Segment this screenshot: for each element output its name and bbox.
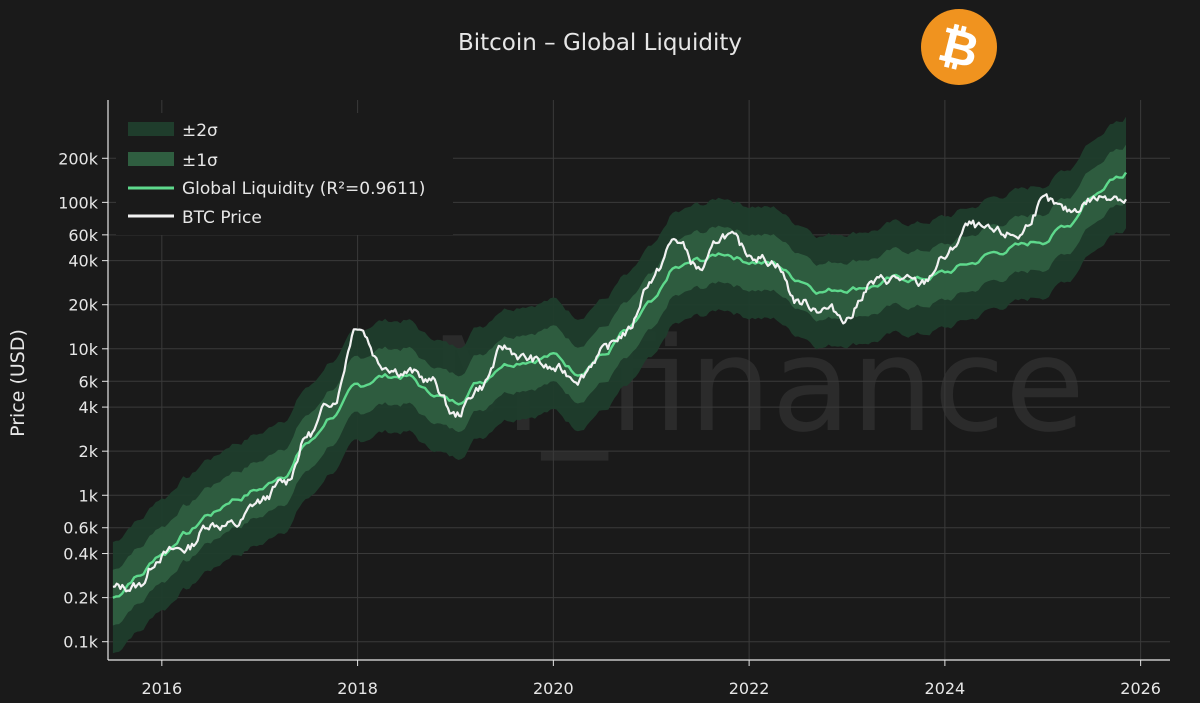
chart-title: Bitcoin – Global Liquidity: [458, 30, 742, 56]
y-tick-label: 60k: [68, 226, 98, 245]
x-tick-label: 2020: [533, 679, 574, 698]
y-tick-label: 4k: [79, 398, 99, 417]
y-tick-label: 0.6k: [63, 519, 98, 538]
y-tick-label: 6k: [79, 372, 99, 391]
legend-label-1sigma: ±1σ: [182, 151, 218, 171]
legend-label-2sigma: ±2σ: [182, 121, 218, 141]
y-tick-label: 0.4k: [63, 545, 98, 564]
x-tick-label: 2022: [729, 679, 770, 698]
band-1sigma: [112, 144, 1126, 626]
bitcoin-logo: ₿: [921, 9, 997, 85]
x-tick-label: 2016: [141, 679, 182, 698]
band-layer: [112, 116, 1126, 654]
x-tick-label: 2026: [1120, 679, 1161, 698]
line-layer: [112, 171, 1128, 599]
legend-label-liquidity: Global Liquidity (R²=0.9611): [182, 179, 425, 199]
legend-swatch-2sigma: [128, 122, 174, 136]
legend: ±2σ ±1σ Global Liquidity (R²=0.9611) BTC…: [116, 113, 453, 235]
y-tick-label: 2k: [79, 442, 99, 461]
legend-swatch-1sigma: [128, 152, 174, 166]
y-tick-label: 0.2k: [63, 589, 98, 608]
y-tick-label: 100k: [58, 193, 99, 212]
y-axis-label: Price (USD): [7, 329, 29, 437]
y-tick-label: 20k: [68, 296, 98, 315]
y-tick-label: 10k: [68, 340, 98, 359]
y-tick-label: 40k: [68, 252, 98, 271]
x-tick-label: 2018: [337, 679, 378, 698]
bitcoin-logo-circle: [921, 9, 997, 85]
y-tick-label: 200k: [58, 149, 99, 168]
x-tick-label: 2024: [925, 679, 966, 698]
band-2sigma: [112, 116, 1126, 654]
axis-layer: 0.1k 0.2k 0.4k 0.6k 1k 2k 4k 6k 10k 20k 40k 60k 100k…: [58, 100, 1170, 698]
y-tick-label: 0.1k: [63, 633, 98, 652]
legend-label-btc: BTC Price: [182, 208, 262, 228]
series-line-btc-price: [112, 193, 1127, 593]
y-tick-label: 1k: [79, 486, 99, 505]
